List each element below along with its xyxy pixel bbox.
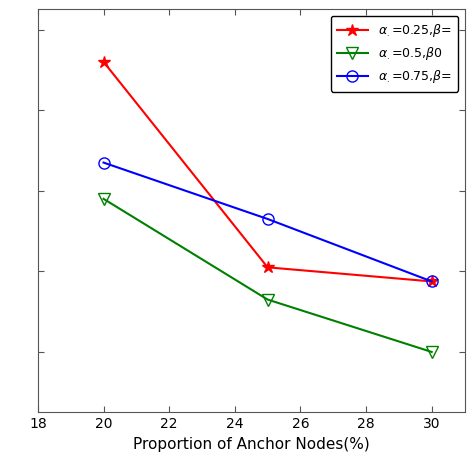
- Legend: $\alpha_{.}$=0.25,$\beta$=, $\alpha_{.}$=0.5,$\beta$0, $\alpha_{.}$=0.75,$\beta$: $\alpha_{.}$=0.25,$\beta$=, $\alpha_{.}$…: [330, 16, 458, 92]
- X-axis label: Proportion of Anchor Nodes(%): Proportion of Anchor Nodes(%): [133, 437, 370, 452]
